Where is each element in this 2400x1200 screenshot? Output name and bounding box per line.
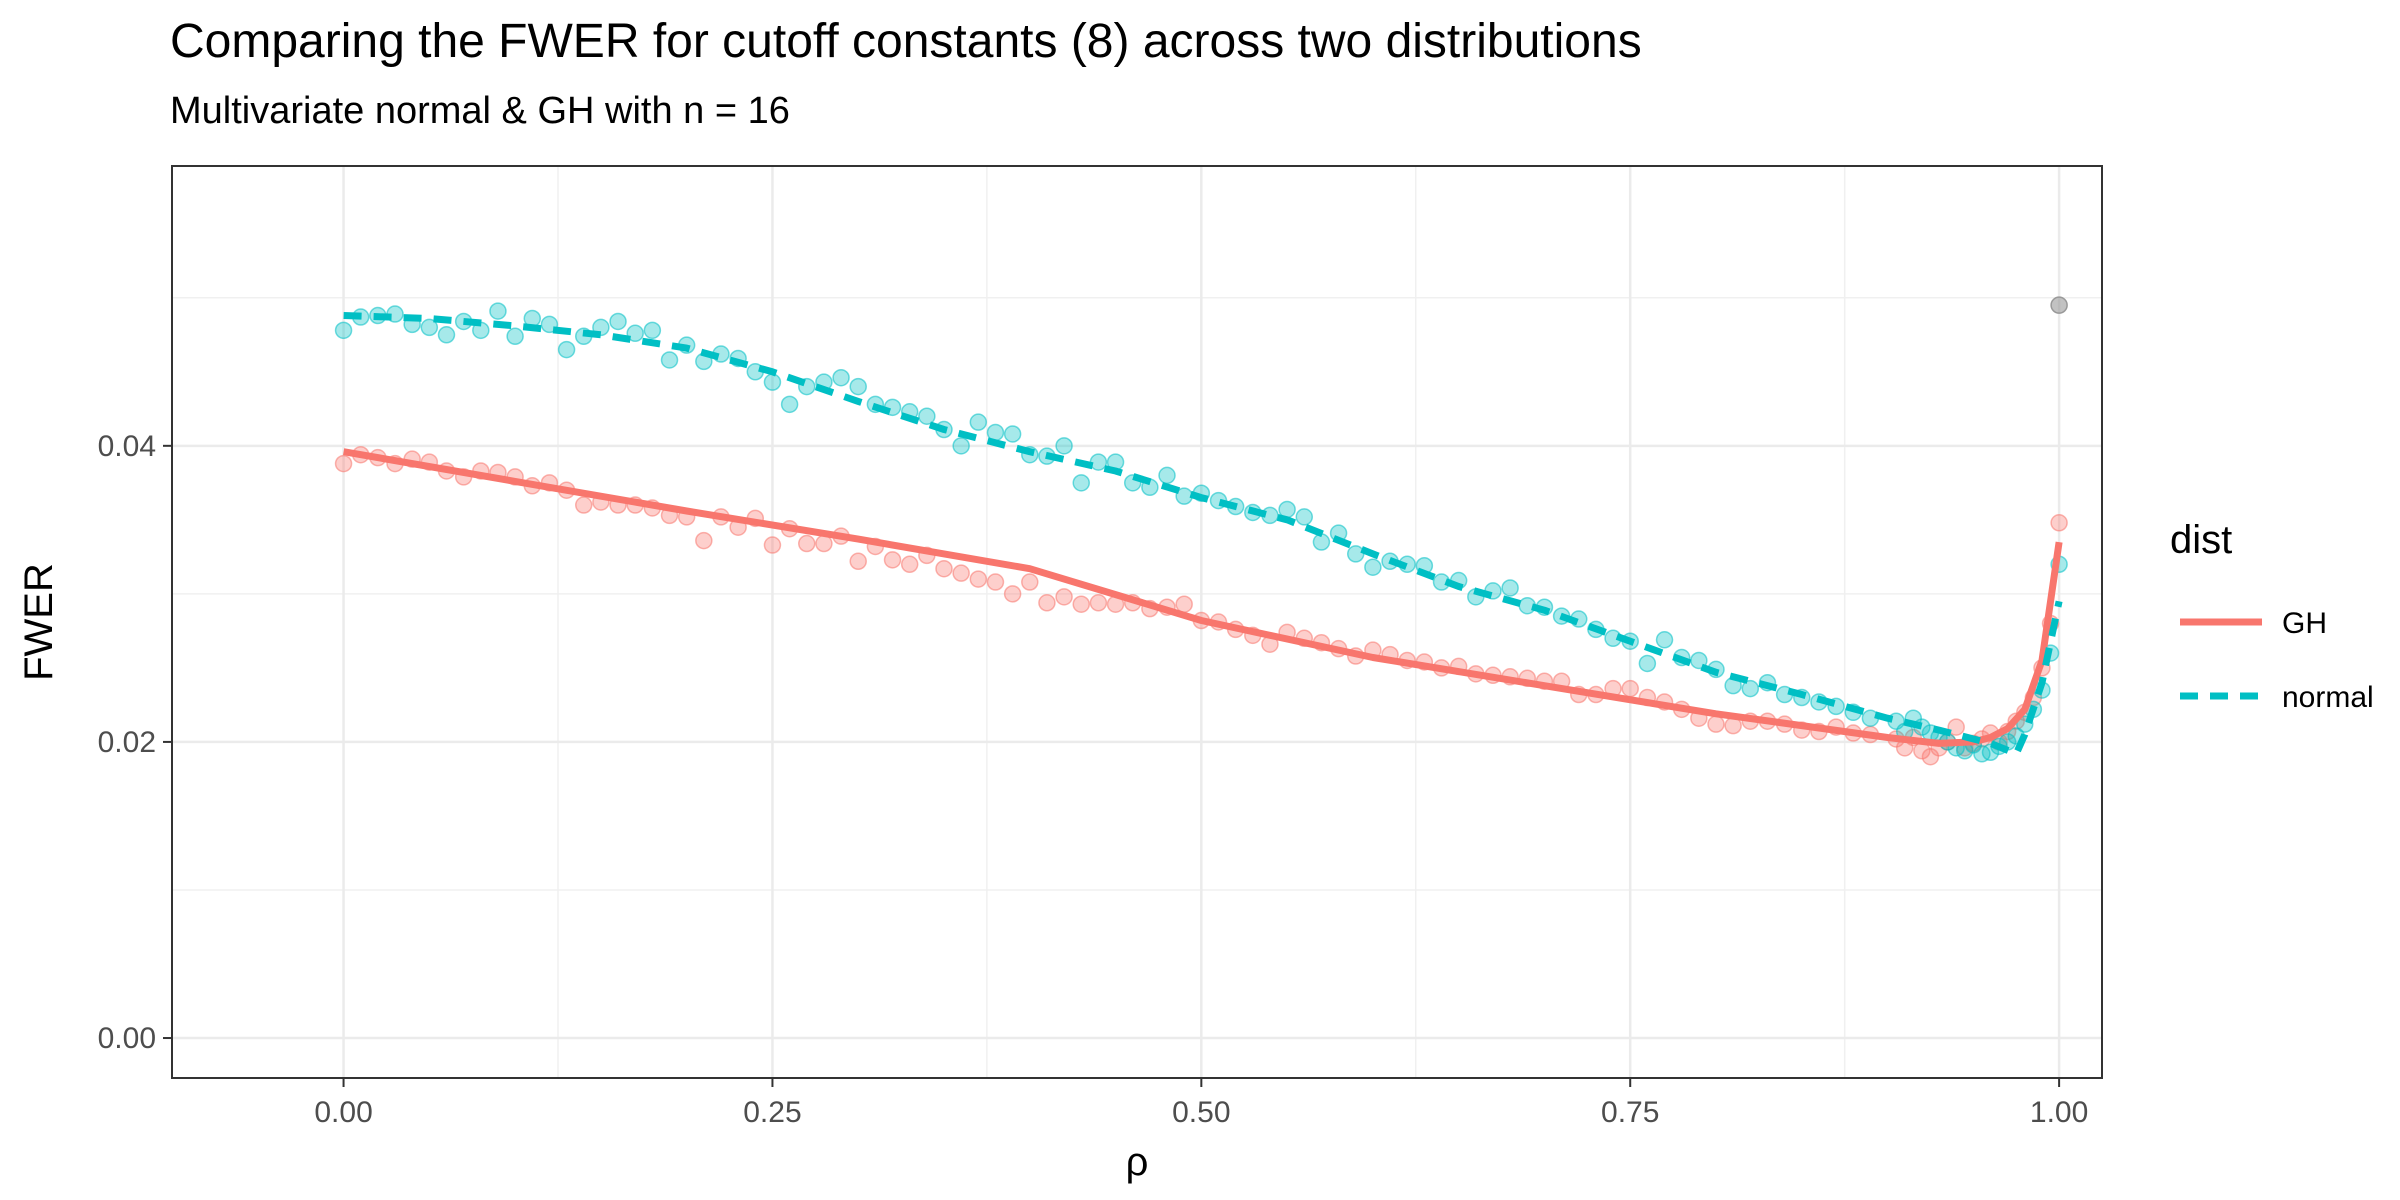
point-GH xyxy=(986,573,1005,591)
legend-items: GH normal xyxy=(2180,607,2374,714)
x-axis-title: ρ xyxy=(1126,1140,1149,1184)
panel-border xyxy=(171,165,2103,1079)
point-GH xyxy=(935,559,953,578)
point-normal xyxy=(780,395,799,414)
point-normal xyxy=(1089,453,1108,471)
point-normal xyxy=(1501,579,1519,597)
point-GH xyxy=(900,555,919,574)
point-normal xyxy=(1741,679,1760,698)
y-tick-label: 0.02 xyxy=(98,726,156,759)
point-normal xyxy=(1055,437,1073,455)
point-GH xyxy=(334,454,353,473)
point-GH xyxy=(2050,514,2068,532)
legend-label-GH: GH xyxy=(2282,607,2327,640)
y-axis-title: FWER xyxy=(17,563,61,681)
point-normal xyxy=(1158,466,1176,485)
fit-line-GH xyxy=(343,448,2063,747)
point-overlap xyxy=(2050,296,2068,314)
point-normal xyxy=(849,377,867,396)
legend-title: dist xyxy=(2170,518,2232,562)
axis-ticks: 0.00 0.25 0.50 0.75 1.00 0.00 0.02 0.04 xyxy=(98,430,2089,1129)
point-GH xyxy=(1003,585,1022,603)
chart-subtitle: Multivariate normal & GH with n = 16 xyxy=(170,90,790,132)
point-GH xyxy=(763,536,782,554)
point-normal xyxy=(660,351,679,369)
point-normal xyxy=(763,373,782,391)
point-GH xyxy=(1055,588,1073,606)
x-tick-label: 0.50 xyxy=(1172,1096,1230,1129)
point-GH xyxy=(1038,594,1056,612)
point-normal xyxy=(1655,631,1674,649)
point-normal xyxy=(1638,654,1657,673)
fit-lines xyxy=(343,312,2063,758)
point-normal xyxy=(626,324,644,343)
point-normal xyxy=(557,340,576,359)
point-normal xyxy=(489,302,507,320)
x-tick-label: 0.25 xyxy=(743,1096,801,1129)
point-normal xyxy=(506,327,524,346)
point-GH xyxy=(1947,718,1965,736)
point-normal xyxy=(1364,558,1382,576)
point-GH xyxy=(1021,573,1039,591)
point-GH xyxy=(695,531,713,550)
point-normal xyxy=(643,321,662,340)
fit-line-normal xyxy=(343,312,2063,758)
point-normal xyxy=(918,407,936,425)
y-tick-label: 0.04 xyxy=(98,430,156,463)
point-GH xyxy=(849,552,867,571)
point-normal xyxy=(1003,425,1022,443)
point-GH xyxy=(1621,679,1639,698)
point-GH xyxy=(952,564,970,582)
point-normal xyxy=(1295,508,1314,526)
point-GH xyxy=(798,534,816,553)
point-normal xyxy=(952,437,970,455)
point-GH xyxy=(969,570,988,588)
y-tick-label: 0.00 xyxy=(98,1022,156,1055)
point-normal xyxy=(1346,545,1365,563)
point-GH xyxy=(1089,594,1108,612)
chart-title: Comparing the FWER for cutoff constants … xyxy=(170,15,1642,68)
legend: dist GH normal xyxy=(2170,518,2374,714)
legend-label-normal: normal xyxy=(2282,681,2374,714)
point-GH xyxy=(1707,715,1725,733)
point-normal xyxy=(420,318,439,337)
point-normal xyxy=(334,321,353,340)
point-GH xyxy=(1072,595,1090,613)
panel-background xyxy=(172,166,2102,1078)
x-tick-label: 1.00 xyxy=(2030,1096,2088,1129)
x-tick-label: 0.00 xyxy=(314,1096,372,1129)
point-normal xyxy=(437,326,456,344)
point-GH xyxy=(883,551,902,569)
point-GH xyxy=(574,496,593,514)
point-normal xyxy=(1072,474,1090,492)
point-normal xyxy=(832,368,850,387)
x-tick-label: 0.75 xyxy=(1601,1096,1659,1129)
point-normal xyxy=(609,312,627,331)
point-normal xyxy=(969,413,988,431)
point-GH xyxy=(1175,595,1193,613)
